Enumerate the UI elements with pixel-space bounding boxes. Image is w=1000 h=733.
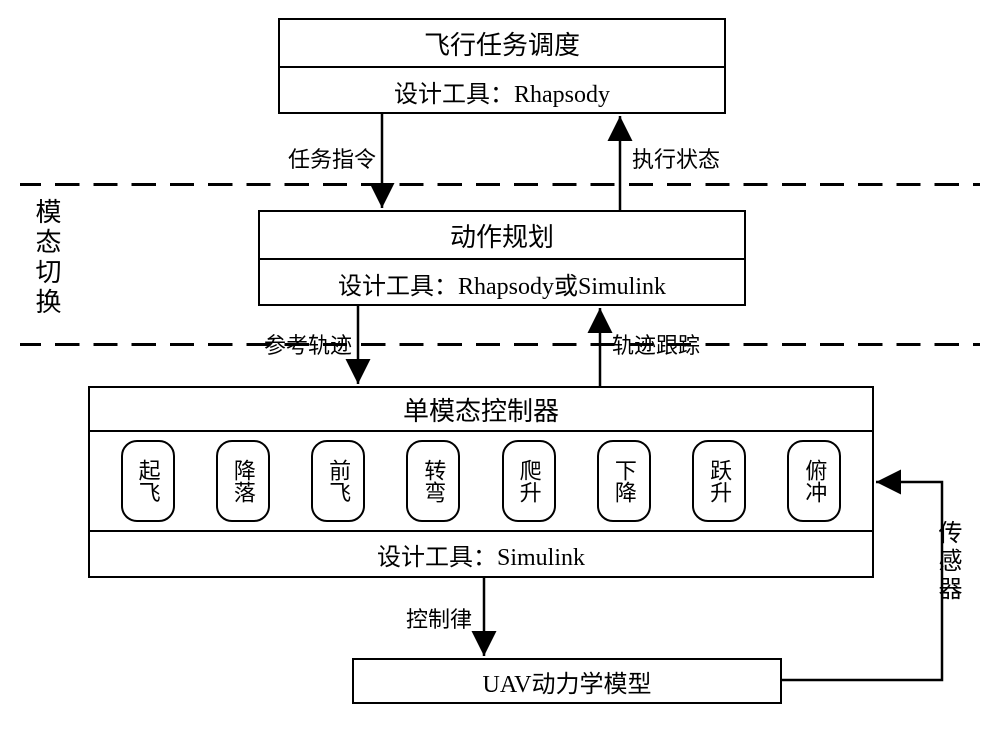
box-uav-model: UAV动力学模型 [352, 658, 782, 704]
flight-task-title: 飞行任务调度 [280, 20, 724, 68]
mode-pill: 前飞 [311, 440, 365, 522]
action-plan-tool: 设计工具：Rhapsody或Simulink [260, 260, 744, 306]
diagram-canvas: 模态切换 飞行任务调度 设计工具：Rhapsody 动作规划 设计工具：Rhap… [0, 0, 1000, 733]
label-exec-state: 执行状态 [632, 142, 720, 174]
dash-line-1 [20, 183, 980, 186]
flight-task-tool: 设计工具：Rhapsody [280, 68, 724, 114]
dash-line-2 [20, 343, 980, 346]
label-ref-traj: 参考轨迹 [264, 328, 352, 360]
box-action-plan: 动作规划 设计工具：Rhapsody或Simulink [258, 210, 746, 306]
vlabel-sensor: 传感器 [930, 520, 965, 604]
controller-tool: 设计工具：Simulink [90, 532, 872, 576]
label-traj-track: 轨迹跟踪 [612, 328, 700, 360]
mode-pill: 下降 [597, 440, 651, 522]
controller-modes: 起飞 降落 前飞 转弯 爬升 下降 跃升 俯冲 [90, 432, 872, 530]
box-controller: 单模态控制器 起飞 降落 前飞 转弯 爬升 下降 跃升 俯冲 设计工具：Simu… [88, 386, 874, 578]
mode-pill: 爬升 [502, 440, 556, 522]
label-task-cmd: 任务指令 [288, 142, 376, 174]
mode-pill: 降落 [216, 440, 270, 522]
action-plan-title: 动作规划 [260, 212, 744, 260]
mode-pill: 转弯 [406, 440, 460, 522]
box-flight-task: 飞行任务调度 设计工具：Rhapsody [278, 18, 726, 114]
controller-title: 单模态控制器 [90, 388, 872, 432]
vlabel-mode-switch: 模态切换 [28, 198, 65, 318]
label-ctrl-law: 控制律 [406, 602, 472, 634]
mode-pill: 跃升 [692, 440, 746, 522]
mode-pill: 起飞 [121, 440, 175, 522]
mode-pill: 俯冲 [787, 440, 841, 522]
